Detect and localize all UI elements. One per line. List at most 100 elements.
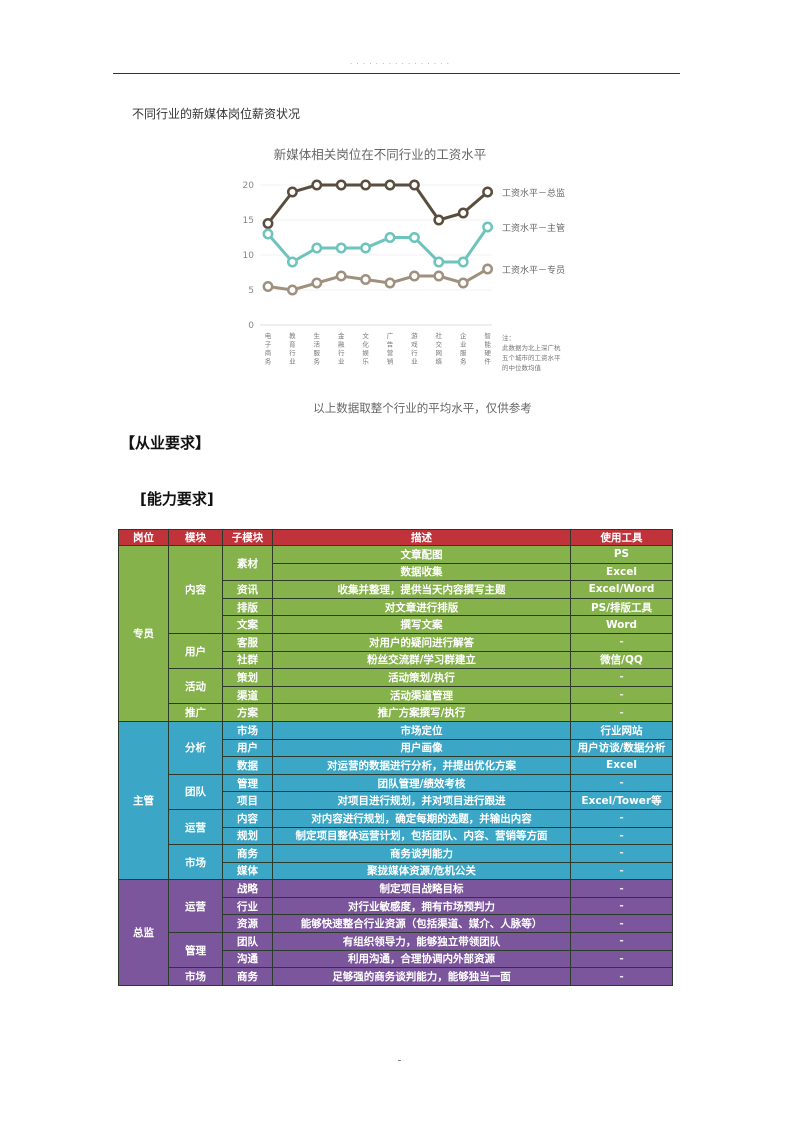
chart-plot: 05101520工资水平－总监工资水平－主管工资水平－专员电子商务教育行业生活服… <box>243 179 565 366</box>
tool-cell: 行业网站 <box>570 720 673 740</box>
description-cell: 市场定位 <box>272 720 571 740</box>
description-cell: 聚拢媒体资源/危机公关 <box>272 861 571 881</box>
x-tick-label: 娱 <box>362 348 369 357</box>
tool-cell: - <box>570 949 673 969</box>
description-cell: 文章配图 <box>272 545 571 564</box>
x-tick-label: 务 <box>265 357 272 366</box>
module-cell: 管理 <box>168 932 223 969</box>
description-cell: 团队管理/绩效考核 <box>272 773 571 793</box>
description-cell: 对项目进行规划，并对项目进行跟进 <box>272 791 571 810</box>
data-point-marker <box>311 179 323 191</box>
x-tick-label: 网 <box>436 349 443 357</box>
x-tick-label: 广 <box>387 331 394 340</box>
tool-cell: Excel <box>570 562 673 582</box>
role-cell: 总监 <box>118 879 169 986</box>
tool-cell: Excel/Word <box>570 580 673 599</box>
data-point-marker <box>286 186 298 198</box>
y-tick-label: 5 <box>248 286 254 296</box>
heading-requirements: 【从业要求】 <box>120 434 211 452</box>
x-tick-label: 营 <box>387 348 394 357</box>
submodule-cell: 社群 <box>222 650 273 670</box>
module-cell: 团队 <box>168 773 223 810</box>
data-point-marker <box>311 242 323 254</box>
data-point-marker <box>433 256 445 268</box>
description-cell: 对用户的疑问进行解答 <box>272 632 571 652</box>
submodule-cell: 团队 <box>222 932 273 951</box>
data-point-marker <box>384 179 396 191</box>
submodule-cell: 媒体 <box>222 861 273 881</box>
table-row: 管理 团队 有组织领导力，能够独立带领团队 - <box>118 932 673 969</box>
x-tick-label: 服 <box>314 349 321 357</box>
data-point-marker <box>360 242 372 254</box>
x-tick-label: 电 <box>265 331 272 340</box>
submodule-cell: 行业 <box>222 896 273 916</box>
submodule-cell: 渠道 <box>222 685 273 705</box>
data-point-marker <box>384 277 396 289</box>
x-tick-label: 融 <box>338 340 345 349</box>
description-cell: 商务谈判能力 <box>272 844 571 863</box>
tool-cell: - <box>570 826 673 846</box>
tool-cell: - <box>570 685 673 705</box>
x-tick-label: 智 <box>484 331 491 340</box>
description-cell: 制定项目战略目标 <box>272 879 571 898</box>
x-tick-label: 务 <box>314 357 321 366</box>
submodule-cell: 客服 <box>222 632 273 652</box>
annotation-line: 此数据为北上深广杭 <box>502 344 561 352</box>
x-tick-label: 业 <box>411 357 418 366</box>
module-cell: 市场 <box>168 967 223 986</box>
tool-cell: Excel <box>570 756 673 775</box>
data-point-marker <box>262 218 274 229</box>
x-tick-label: 戏 <box>411 340 418 349</box>
x-tick-label: 文 <box>362 331 369 340</box>
data-point-marker <box>482 186 494 198</box>
submodule-cell: 管理 <box>222 773 273 793</box>
x-tick-label: 行 <box>411 348 418 357</box>
chart-annotation: 注： 此数据为北上深广杭 五个城市的工资水平 的中位数均值 <box>502 333 582 373</box>
table-header-row: 岗位 模块 子模块 描述 使用工具 <box>118 529 673 546</box>
submodule-cell: 排版 <box>222 597 273 617</box>
submodule-cell: 用户 <box>222 738 273 758</box>
x-tick-label: 告 <box>387 340 394 349</box>
x-tick-label: 行 <box>289 348 296 357</box>
data-point-marker <box>482 221 494 233</box>
header-submodule: 子模块 <box>222 529 273 546</box>
salary-line-chart: 新媒体相关岗位在不同行业的工资水平 0 5 10 15 20 工资水平－总监 工资水平－主管… <box>230 140 590 420</box>
submodule-cell: 资讯 <box>222 580 273 599</box>
running-header: · · · · · · · · · · · · · · · · <box>350 60 450 68</box>
x-tick-label: 教 <box>289 331 296 340</box>
submodule-cell: 商务 <box>222 844 273 863</box>
data-point-marker <box>457 277 469 289</box>
x-tick-label: 销 <box>387 357 394 366</box>
y-tick-label: 0 <box>248 321 254 331</box>
table-row: 主管 分析 市场 市场定位 行业网站 <box>118 720 673 881</box>
tool-cell: - <box>570 773 673 793</box>
annotation-line: 五个城市的工资水平 <box>502 354 561 362</box>
legend-label: 工资水平－总监 <box>502 187 565 199</box>
tool-cell: - <box>570 632 673 652</box>
tool-cell: - <box>570 896 673 916</box>
module-cell: 活动 <box>168 668 223 705</box>
tool-cell: - <box>570 932 673 951</box>
submodule-cell: 沟通 <box>222 949 273 969</box>
submodule-cell: 策划 <box>222 668 273 687</box>
module-cell: 运营 <box>168 808 223 846</box>
tool-cell: - <box>570 668 673 687</box>
description-cell: 收集并整理，提供当天内容撰写主题 <box>272 580 571 599</box>
data-point-marker <box>262 281 274 292</box>
data-point-marker <box>408 232 420 243</box>
x-tick-label: 硬 <box>484 349 491 357</box>
table-row: 项目 对项目进行规划，并对项目进行跟进 Excel/Tower等 <box>118 791 673 810</box>
x-tick-label: 育 <box>289 340 296 349</box>
y-tick-label: 20 <box>243 181 255 191</box>
table-row: 用户 客服 对用户的疑问进行解答 - <box>118 632 673 670</box>
module-cell: 内容 <box>168 545 223 634</box>
data-point-marker <box>311 277 323 289</box>
table-row: 沟通 利用沟通，合理协调内外部资源 - <box>118 949 673 969</box>
description-cell: 粉丝交流群/学习群建立 <box>272 650 571 670</box>
x-tick-label: 生 <box>314 331 321 340</box>
chart-footnote: 以上数据取整个行业的平均水平，仅供参考 <box>313 401 532 415</box>
data-point-marker <box>408 179 420 191</box>
heading-abilities: [能力要求] <box>140 490 214 508</box>
series-line <box>266 183 489 225</box>
table-row: 推广 方案 推广方案撰写/执行 - <box>118 703 673 722</box>
